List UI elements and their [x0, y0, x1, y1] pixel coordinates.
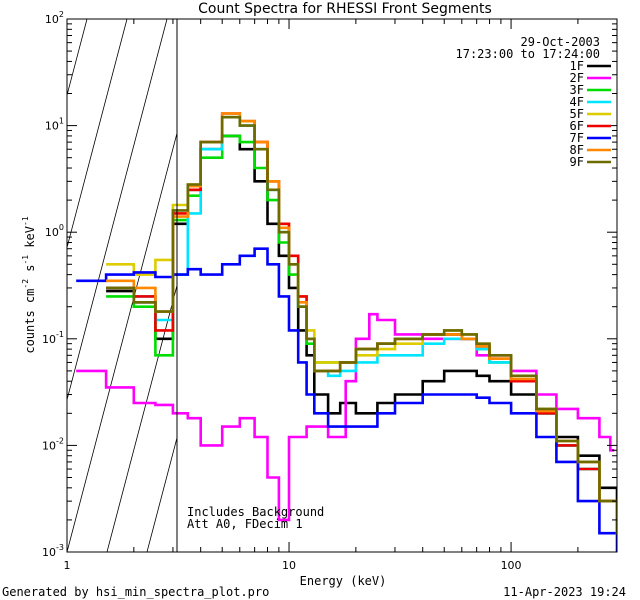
legend-label-6F: 6F — [570, 119, 584, 133]
series-line-9F — [106, 115, 617, 535]
series-line-4F — [106, 115, 617, 535]
plot-frame — [66, 18, 618, 553]
y-tick-label: 10-3 — [42, 543, 64, 559]
legend-label-7F: 7F — [570, 131, 584, 145]
hatch-line — [387, 19, 527, 552]
hatch-line — [547, 19, 640, 552]
legend-label-8F: 8F — [570, 143, 584, 157]
x-axis-label: Energy (keV) — [300, 574, 387, 588]
y-tick-label: 101 — [45, 117, 64, 133]
y-tick-label: 10-2 — [42, 436, 64, 452]
legend-label-3F: 3F — [570, 83, 584, 97]
hatch-line — [67, 19, 168, 402]
series-group — [76, 112, 617, 552]
x-tick-labels: 1 10 100 — [64, 559, 522, 572]
hatch-line — [0, 19, 7, 552]
y-axis-label: counts cm-2 s-1 keV-1 — [21, 216, 37, 353]
hatch-line — [467, 19, 607, 552]
legend-label-4F: 4F — [570, 95, 584, 109]
y-tick-label: 10-1 — [42, 330, 64, 346]
footer-timestamp: 11-Apr-2023 19:24 — [503, 585, 626, 599]
x-tick-label: 10 — [282, 559, 296, 572]
annotation-attenuator: Att A0, FDecim 1 — [187, 517, 303, 531]
axis-ticks — [66, 18, 618, 553]
series-line-8F — [106, 112, 617, 535]
date-label: 29-Oct-2003 — [521, 35, 600, 49]
y-tick-labels: 10-3 10-2 10-1 100 101 102 — [42, 10, 64, 559]
hatch-line — [67, 131, 177, 552]
series-line-2F — [76, 312, 615, 522]
legend-label-1F: 1F — [570, 59, 584, 73]
hatch-line — [347, 19, 487, 552]
hatch-line — [307, 19, 447, 552]
y-tick-label: 100 — [45, 223, 64, 239]
legend-label-5F: 5F — [570, 107, 584, 121]
x-tick-label: 1 — [64, 559, 71, 572]
series-line-3F — [106, 134, 617, 535]
hatch-line — [187, 19, 327, 552]
series-line-7F — [76, 247, 617, 552]
chart-title: Count Spectra for RHESSI Front Segments — [198, 1, 492, 17]
series-line-6F — [106, 112, 617, 535]
hatch-line — [587, 19, 640, 552]
hatch-line — [67, 19, 88, 97]
hatch-line — [427, 19, 567, 552]
legend-label-9F: 9F — [570, 155, 584, 169]
x-tick-label: 100 — [501, 559, 522, 572]
hatch-line — [146, 436, 177, 552]
background-hatch-region — [0, 19, 640, 552]
footer-generated-by: Generated by hsi_min_spectra_plot.pro — [2, 585, 269, 599]
y-tick-label: 102 — [45, 10, 64, 26]
series-line-5F — [106, 115, 617, 535]
series-line-1F — [106, 134, 617, 522]
legend-label-2F: 2F — [570, 71, 584, 85]
time-range-label: 17:23:00 to 17:24:00 — [456, 47, 601, 61]
hatch-line — [67, 19, 128, 250]
hatch-line — [106, 283, 177, 552]
annotation-background: Includes Background — [187, 505, 324, 519]
